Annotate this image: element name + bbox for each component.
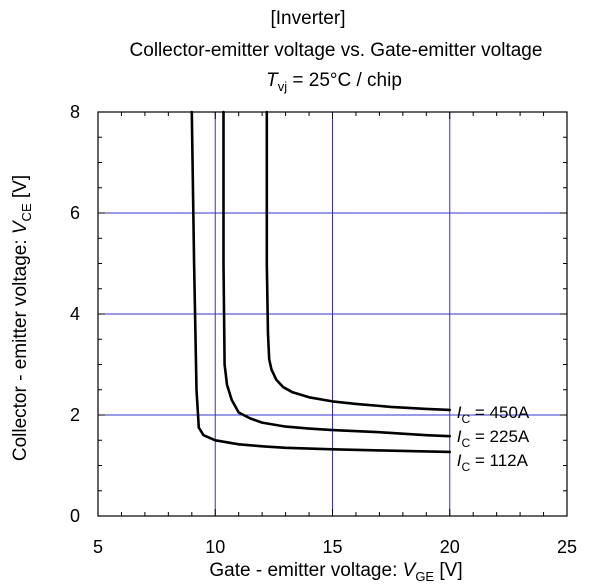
series-line-2 (190, 110, 452, 454)
x-tick-label: 20 (440, 537, 460, 557)
chart-title: [Inverter] Collector-emitter voltage vs.… (130, 8, 543, 94)
series-label-2: IC = 112A (457, 451, 529, 474)
y-tick-label: 4 (70, 304, 80, 324)
tick-labels: 5 10 15 20 25 0 2 4 6 8 (70, 102, 577, 557)
y-tick-label: 8 (70, 102, 80, 122)
title-line-2: Collector-emitter voltage vs. Gate-emitt… (130, 40, 543, 61)
y-tick-label: 6 (70, 203, 80, 223)
series-label-1: IC = 225A (457, 427, 530, 450)
y-axis-label: Collector - emitter voltage: VCE [V] (10, 175, 34, 461)
grid (98, 112, 567, 516)
x-tick-label: 15 (322, 537, 342, 557)
y-tick-label: 2 (70, 405, 80, 425)
x-tick-label: 25 (557, 537, 577, 557)
x-tick-label: 5 (93, 537, 103, 557)
title-line-1: [Inverter] (271, 8, 346, 29)
y-tick-label: 0 (70, 506, 80, 526)
x-tick-label: 10 (205, 537, 225, 557)
series-line-0 (265, 110, 452, 412)
series-line-1 (222, 110, 452, 438)
x-axis-label: Gate - emitter voltage: VGE [V] (209, 560, 462, 584)
series-label-0: IC = 450A (457, 403, 530, 426)
plot-area (97, 111, 568, 517)
condition-label: Tvj = 25°C / chip (266, 70, 402, 94)
series-lines (190, 110, 452, 454)
